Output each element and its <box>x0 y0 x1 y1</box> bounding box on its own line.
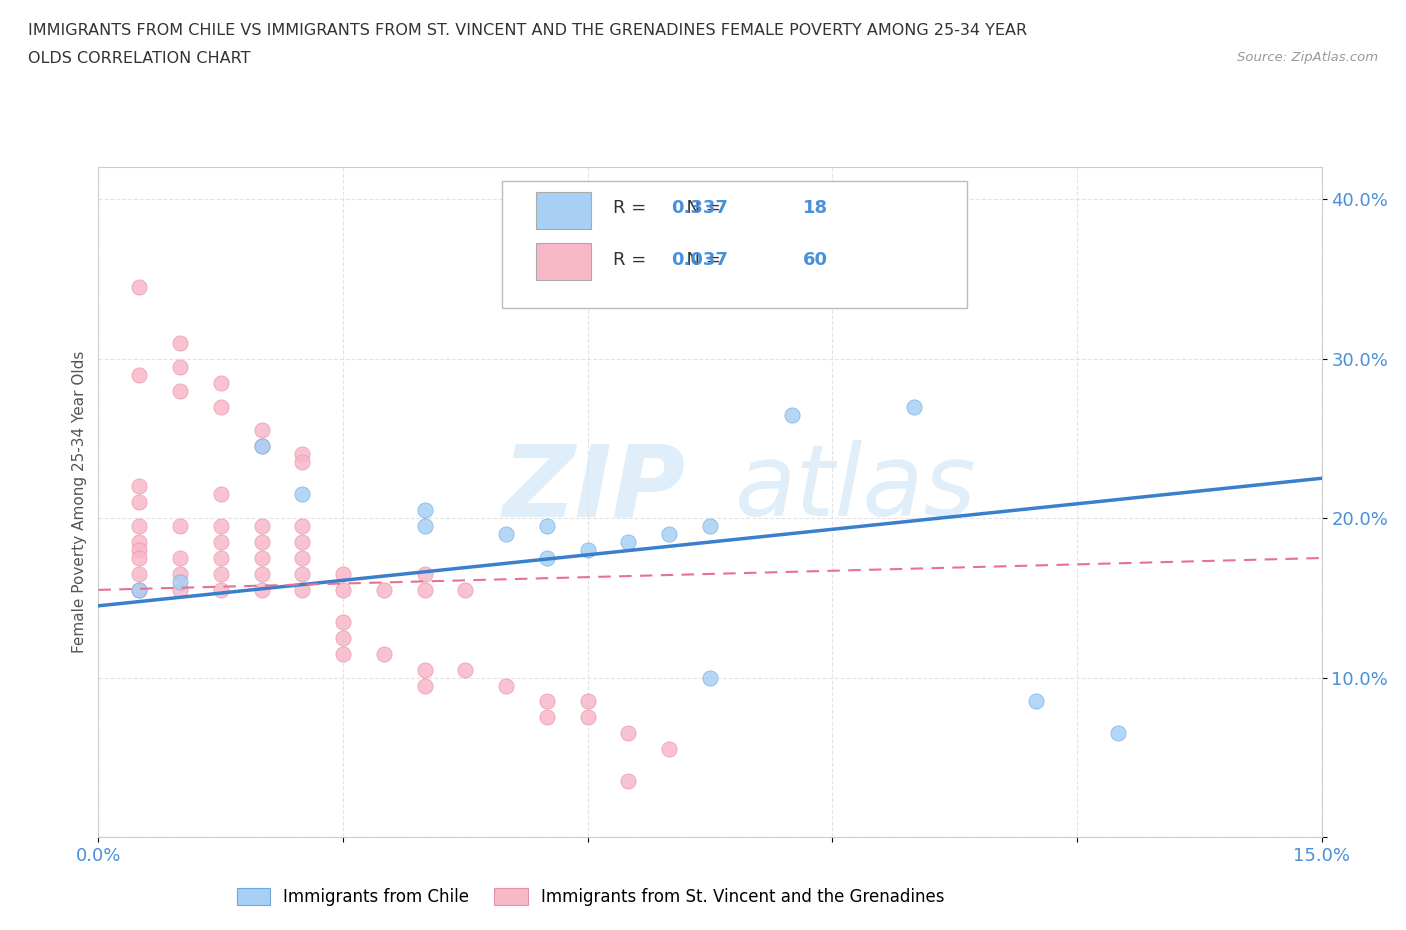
Point <box>209 582 232 597</box>
Point <box>169 566 191 581</box>
FancyBboxPatch shape <box>502 180 967 308</box>
Point <box>699 519 721 534</box>
Point <box>250 551 273 565</box>
Point <box>413 566 436 581</box>
Point <box>250 582 273 597</box>
Point <box>1107 726 1129 741</box>
Point <box>128 582 150 597</box>
Text: atlas: atlas <box>734 440 976 538</box>
Point <box>250 519 273 534</box>
Text: ZIP: ZIP <box>502 440 686 538</box>
Point <box>128 542 150 557</box>
Point <box>128 479 150 494</box>
Point <box>250 535 273 550</box>
Point <box>576 710 599 724</box>
Point <box>780 407 803 422</box>
Text: 60: 60 <box>803 251 828 269</box>
Text: R =       N =: R = N = <box>613 251 721 269</box>
Text: Source: ZipAtlas.com: Source: ZipAtlas.com <box>1237 51 1378 64</box>
Point <box>250 439 273 454</box>
Point <box>536 694 558 709</box>
Point <box>903 399 925 414</box>
Point <box>209 551 232 565</box>
Point <box>169 575 191 590</box>
Point <box>209 375 232 390</box>
Point <box>169 336 191 351</box>
Point <box>169 582 191 597</box>
Point <box>617 726 640 741</box>
Point <box>291 551 314 565</box>
Point <box>128 535 150 550</box>
Point <box>332 566 354 581</box>
Point <box>291 447 314 462</box>
Point <box>332 631 354 645</box>
Point <box>373 582 395 597</box>
Point <box>209 399 232 414</box>
Point <box>536 519 558 534</box>
Point <box>332 646 354 661</box>
Point <box>169 551 191 565</box>
Text: 0.337: 0.337 <box>671 199 728 218</box>
Legend: Immigrants from Chile, Immigrants from St. Vincent and the Grenadines: Immigrants from Chile, Immigrants from S… <box>231 881 950 912</box>
Point <box>413 582 436 597</box>
Point <box>536 551 558 565</box>
Point <box>291 519 314 534</box>
Point <box>291 582 314 597</box>
Point <box>128 551 150 565</box>
Point <box>209 519 232 534</box>
Point <box>413 662 436 677</box>
Point <box>454 662 477 677</box>
Point <box>413 678 436 693</box>
Point <box>332 582 354 597</box>
Point <box>250 566 273 581</box>
Point <box>169 519 191 534</box>
Point <box>373 646 395 661</box>
Bar <box>536 243 592 280</box>
Point <box>576 542 599 557</box>
Point <box>1025 694 1047 709</box>
Point <box>128 280 150 295</box>
Point <box>413 519 436 534</box>
Point <box>209 566 232 581</box>
Point <box>291 535 314 550</box>
Text: IMMIGRANTS FROM CHILE VS IMMIGRANTS FROM ST. VINCENT AND THE GRENADINES FEMALE P: IMMIGRANTS FROM CHILE VS IMMIGRANTS FROM… <box>28 23 1028 38</box>
Point <box>169 383 191 398</box>
Point <box>332 615 354 630</box>
Text: R =       N =: R = N = <box>613 199 721 218</box>
Point <box>291 486 314 501</box>
Point <box>209 486 232 501</box>
Point <box>250 423 273 438</box>
Point <box>699 671 721 685</box>
Point <box>128 519 150 534</box>
Point <box>128 367 150 382</box>
Point <box>495 678 517 693</box>
Point <box>291 566 314 581</box>
Bar <box>536 192 592 229</box>
Point <box>495 526 517 541</box>
Point <box>169 359 191 374</box>
Point <box>128 582 150 597</box>
Point <box>658 742 681 757</box>
Point <box>617 774 640 789</box>
Point <box>536 710 558 724</box>
Text: 18: 18 <box>803 199 828 218</box>
Point <box>454 582 477 597</box>
Point <box>128 495 150 510</box>
Point <box>128 566 150 581</box>
Point <box>250 439 273 454</box>
Text: 0.037: 0.037 <box>671 251 728 269</box>
Text: OLDS CORRELATION CHART: OLDS CORRELATION CHART <box>28 51 250 66</box>
Point <box>576 694 599 709</box>
Point <box>617 535 640 550</box>
Point <box>291 455 314 470</box>
Point <box>209 535 232 550</box>
Point <box>658 526 681 541</box>
Y-axis label: Female Poverty Among 25-34 Year Olds: Female Poverty Among 25-34 Year Olds <box>72 351 87 654</box>
Point <box>413 503 436 518</box>
